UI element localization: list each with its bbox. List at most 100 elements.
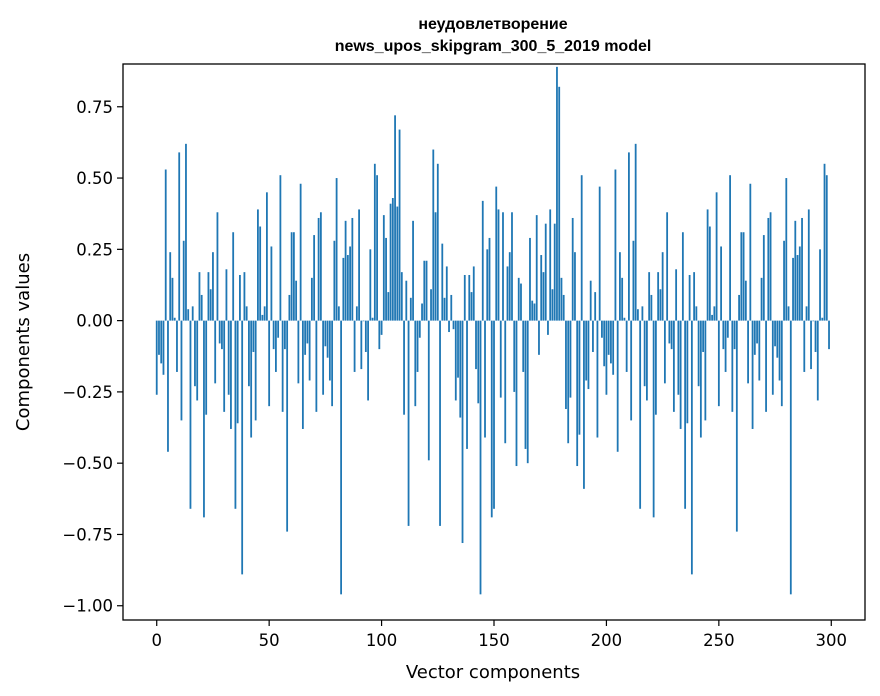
bar — [301, 320, 304, 429]
bar — [654, 320, 657, 415]
bar — [628, 152, 630, 321]
bar — [205, 320, 208, 415]
bar — [587, 320, 590, 390]
bar — [646, 320, 648, 401]
bar — [218, 320, 221, 344]
bar — [650, 294, 653, 321]
bar — [232, 232, 235, 321]
x-tick-label: 250 — [703, 631, 735, 650]
bar — [565, 320, 567, 410]
bar — [223, 320, 226, 412]
bar — [792, 257, 794, 321]
bar — [589, 280, 592, 321]
bar — [185, 143, 187, 321]
bar — [556, 66, 558, 321]
y-tick-label: 0.00 — [76, 312, 113, 331]
bar — [477, 320, 480, 404]
bar — [785, 178, 788, 321]
y-tick-label: −0.75 — [62, 525, 113, 544]
bar — [490, 320, 493, 518]
bar — [553, 223, 556, 321]
bar — [405, 280, 408, 321]
bar — [209, 289, 212, 321]
bar — [270, 246, 273, 321]
bar — [733, 320, 736, 350]
bar — [445, 266, 448, 321]
bar — [704, 320, 707, 421]
bar — [234, 320, 237, 509]
bar — [306, 320, 309, 344]
bar — [583, 320, 585, 489]
bar — [425, 260, 428, 321]
bar — [486, 249, 489, 321]
bar — [436, 163, 439, 321]
bar — [346, 255, 349, 321]
bar — [342, 257, 345, 321]
bar — [176, 320, 178, 372]
bar — [239, 274, 241, 321]
bar — [167, 320, 169, 452]
bar — [713, 306, 716, 321]
bar — [169, 252, 172, 321]
bar — [605, 320, 608, 395]
bar — [688, 274, 691, 321]
bar — [747, 320, 749, 384]
bar — [780, 320, 783, 407]
bar — [684, 320, 687, 509]
bar — [457, 320, 459, 378]
bar — [767, 217, 770, 321]
bar — [789, 320, 792, 595]
bar — [230, 320, 232, 429]
bar — [677, 320, 680, 395]
bar — [212, 252, 214, 321]
bar — [459, 320, 462, 418]
bar — [547, 320, 549, 335]
bar — [263, 306, 266, 321]
bar — [439, 320, 441, 526]
bar — [526, 320, 529, 464]
bar — [726, 320, 729, 338]
bar — [774, 320, 776, 347]
bar — [576, 320, 579, 467]
bar — [371, 317, 374, 321]
bar — [729, 175, 731, 321]
bar — [592, 320, 594, 352]
bar — [373, 163, 376, 321]
bar — [670, 320, 673, 350]
bar — [771, 320, 774, 395]
bar — [364, 320, 367, 352]
bar — [722, 320, 725, 350]
bar — [740, 232, 743, 321]
bar — [531, 300, 534, 321]
bar — [421, 303, 423, 321]
bar — [479, 320, 482, 595]
bar — [776, 320, 779, 358]
bar — [637, 309, 639, 321]
bar — [155, 320, 158, 395]
bar — [158, 320, 160, 355]
bar — [173, 317, 176, 321]
bar — [601, 320, 603, 338]
bar — [580, 175, 583, 321]
bar — [551, 289, 554, 321]
bar — [227, 320, 230, 395]
bar — [549, 209, 552, 321]
bar — [412, 220, 414, 321]
bar — [560, 277, 563, 321]
bar — [310, 277, 313, 321]
bar — [299, 183, 302, 321]
bar — [810, 320, 812, 370]
bar — [805, 306, 808, 321]
bar — [488, 237, 491, 321]
bar — [221, 320, 223, 350]
bar — [520, 283, 522, 321]
bar — [569, 320, 572, 398]
bar — [468, 274, 471, 321]
bar — [250, 320, 253, 438]
bar — [443, 297, 446, 321]
bar — [434, 212, 437, 321]
bar — [304, 320, 307, 355]
bar — [756, 320, 758, 344]
x-tick-label: 200 — [591, 631, 623, 650]
